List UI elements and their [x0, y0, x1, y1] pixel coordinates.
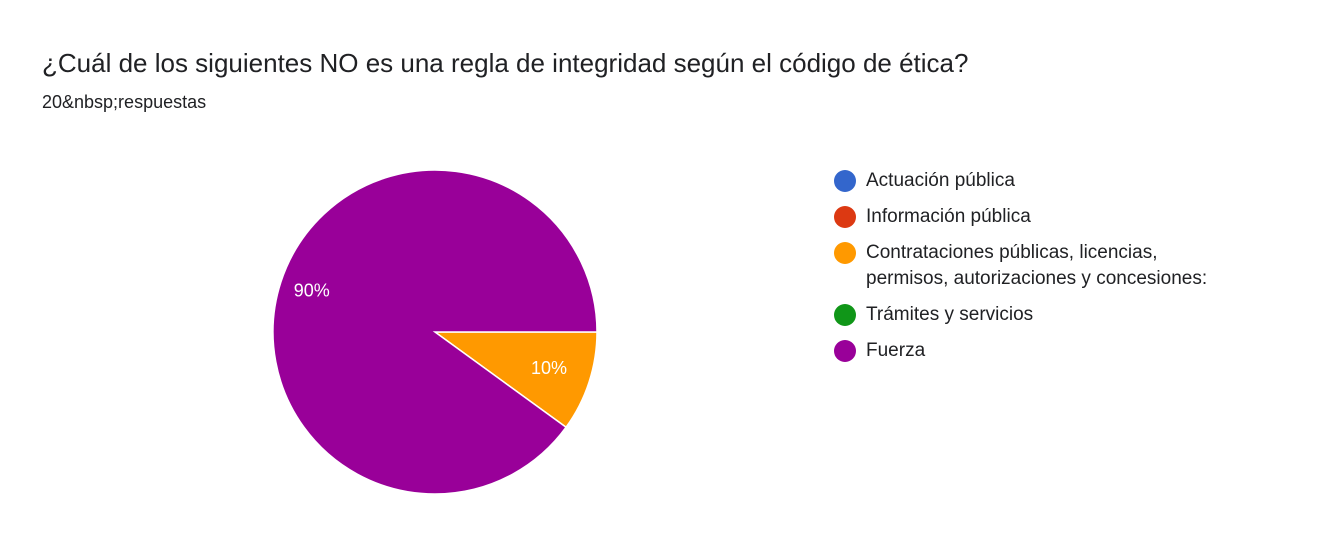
legend-swatch-icon [834, 170, 856, 192]
legend-label: Contrataciones públicas, licencias, permi… [866, 240, 1207, 292]
response-count: 20&nbsp;respuestas [42, 92, 207, 112]
legend-label-line: Actuación pública [866, 170, 1015, 191]
slice-label-2: 10% [531, 358, 567, 378]
legend-item: Actuación pública [834, 168, 1294, 194]
legend-label-line: permisos, autorizaciones y concesiones: [866, 268, 1208, 289]
pie-slice-4[interactable] [272, 169, 598, 495]
legend-item: Trámites y servicios [834, 302, 1294, 328]
legend-label-line: Trámites y servicios [866, 304, 1034, 325]
legend-item: Información pública [834, 204, 1294, 230]
pie-slice-2[interactable] [432, 331, 598, 429]
legend-label: Actuación pública [866, 168, 1015, 194]
legend-swatch-icon [834, 242, 856, 264]
legend-label: Fuerza [866, 338, 925, 364]
slice-label-4: 90% [294, 281, 330, 301]
legend-label: Trámites y servicios [866, 302, 1033, 328]
legend-label-line: Contrataciones públicas, licencias, [866, 242, 1158, 263]
legend-swatch-icon [834, 206, 856, 228]
legend-label-line: Información pública [866, 206, 1031, 227]
legend-label: Información pública [866, 204, 1031, 230]
legend-swatch-icon [834, 340, 856, 362]
legend-item: Fuerza [834, 338, 1294, 364]
question-title: ¿Cuál de los siguientes NO es una regla … [42, 48, 969, 78]
legend-label-line: Fuerza [866, 340, 926, 361]
legend-item: Contrataciones públicas, licencias, permi… [834, 240, 1294, 292]
legend-swatch-icon [834, 304, 856, 326]
chart-legend: Actuación pública Información pública Cont… [834, 168, 1294, 374]
